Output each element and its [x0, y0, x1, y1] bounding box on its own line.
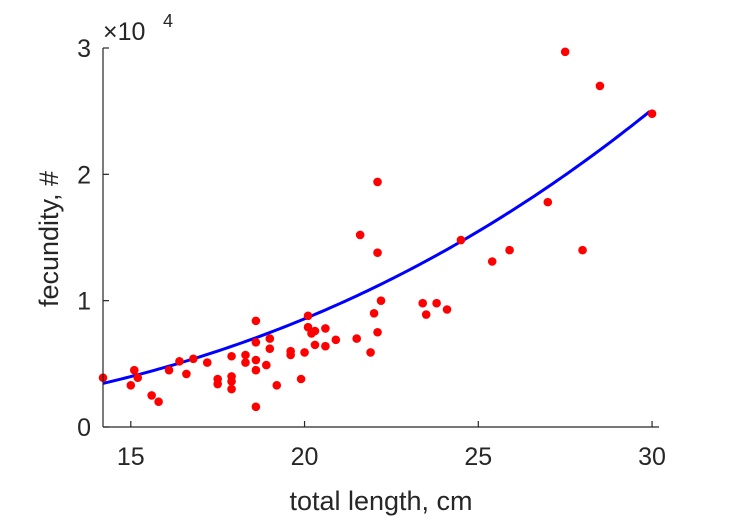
scatter-point [133, 373, 143, 383]
scatter-point [321, 324, 330, 333]
scatter-point [286, 350, 295, 360]
scatter-point [227, 384, 236, 394]
scatter-point [227, 351, 236, 361]
scatter-point [456, 235, 466, 245]
scatter-point [227, 377, 236, 386]
scatter-point [300, 348, 309, 357]
x-ticks: 15 20 25 30 [117, 421, 666, 471]
scatter-point [303, 322, 313, 332]
scatter-point [164, 365, 174, 375]
scatter-point [251, 316, 261, 326]
scatter-point [543, 197, 553, 207]
scatter-point [373, 327, 382, 337]
scatter-point [418, 298, 428, 308]
scatter-point [366, 348, 375, 357]
x-axis-label: total length, cm [289, 486, 472, 516]
scatter-point [321, 341, 330, 351]
y-tick-label: 1 [77, 288, 91, 316]
scatter-point [251, 355, 261, 365]
scatter-point [355, 230, 365, 240]
plot-area [98, 47, 657, 412]
y-tick-label: 0 [77, 414, 91, 442]
scatter-point [241, 358, 250, 367]
x-tick-label: 15 [117, 443, 145, 471]
scatter-point [303, 311, 313, 321]
scatter-point [369, 309, 379, 318]
scatter-point [213, 379, 222, 389]
scatter-point [647, 109, 657, 118]
y-axis-label: fecundity, # [34, 171, 64, 307]
scatter-point [147, 391, 156, 400]
scatter-point [202, 358, 212, 367]
scatter-point [126, 381, 136, 390]
scatter-point [272, 381, 282, 390]
scatter-point [487, 257, 497, 266]
y-tick-label: 2 [77, 161, 91, 189]
scatter-point [154, 397, 163, 407]
scatter-point [265, 344, 275, 353]
scatter-point [262, 360, 271, 370]
scatter-point [376, 296, 386, 305]
scatter-point [251, 365, 261, 375]
y-ticks: 0 1 2 3 [77, 35, 109, 442]
scatter-point [189, 354, 198, 364]
scatter-point [373, 248, 382, 257]
y-multiplier-label: ×10 [103, 18, 145, 46]
scatter-point [442, 305, 452, 314]
scatter-point [578, 245, 587, 255]
scatter-point [251, 338, 261, 347]
scatter-point [129, 365, 139, 375]
x-tick-label: 25 [464, 443, 492, 471]
scatter-point [265, 334, 275, 343]
scatter-point [560, 47, 570, 57]
fit-line [102, 110, 651, 385]
scatter-point [331, 335, 341, 345]
scatter-point [595, 81, 605, 91]
y-multiplier-exponent: 4 [163, 11, 173, 31]
scatter-point [432, 298, 441, 308]
scatter-point [310, 326, 320, 336]
scatter-point [505, 245, 514, 255]
scatter-point [421, 310, 431, 319]
scatter-point [373, 177, 382, 187]
y-tick-label: 3 [77, 35, 91, 63]
x-tick-label: 30 [638, 443, 666, 471]
scatter-point [175, 357, 184, 366]
scatter-point [296, 374, 306, 384]
scatter-point [352, 334, 361, 343]
scatter-point [251, 402, 261, 412]
x-tick-label: 20 [291, 443, 319, 471]
scatter-point [310, 340, 320, 350]
scatter-point [182, 369, 191, 379]
scatter-point [241, 350, 250, 360]
y-multiplier: ×10 4 [103, 11, 173, 46]
